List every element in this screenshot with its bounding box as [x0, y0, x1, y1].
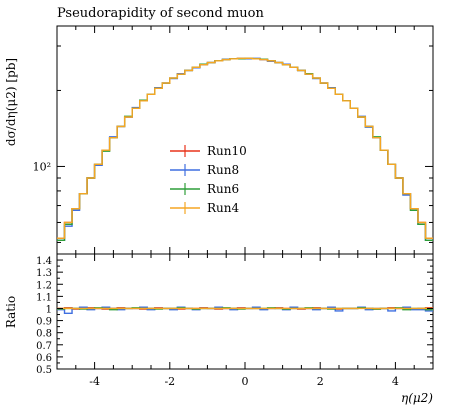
x-axis: -4 -2 0 2 4 — [56, 26, 434, 388]
legend-item-run4: Run4 — [170, 201, 239, 215]
ratio-y-tick-label: 0.7 — [36, 341, 52, 352]
ratio-plot-frame — [56, 253, 434, 370]
legend-label: Run6 — [207, 182, 239, 196]
x-tick-label: 4 — [392, 375, 399, 388]
legend-item-run8: Run8 — [170, 163, 239, 177]
x-tick-label: 0 — [242, 375, 249, 388]
x-tick-label: 2 — [317, 375, 324, 388]
x-tick-label: -2 — [164, 375, 175, 388]
legend-item-run10: Run10 — [170, 144, 247, 158]
legend-label: Run4 — [207, 201, 239, 215]
ratio-y-tick-label: 1.4 — [36, 256, 52, 267]
ratio-y-tick-label: 1.2 — [36, 280, 52, 291]
ratio-y-tick-label: 1 — [46, 304, 52, 315]
legend-item-run6: Run6 — [170, 182, 239, 196]
series-line-run4 — [57, 57, 433, 239]
legend: Run10 Run8 Run6 Run4 — [170, 144, 247, 215]
main-plot-frame — [56, 25, 434, 255]
ratio-plot-area — [57, 306, 433, 315]
main-plot-area — [57, 57, 433, 241]
chart-title: Pseudorapidity of second muon — [57, 6, 265, 21]
ratio-y-tick-label: 0.8 — [36, 329, 52, 340]
y-tick-label: 10² — [33, 160, 51, 173]
x-axis-label: η(μ2) — [401, 391, 433, 405]
ratio-y-tick-label: 0.5 — [36, 365, 52, 376]
legend-label: Run10 — [207, 144, 247, 158]
y-axis-label: dσ/dη(μ2) [pb] — [4, 58, 18, 146]
ratio-axis-label: Ratio — [4, 296, 18, 328]
legend-label: Run8 — [207, 163, 239, 177]
x-tick-label: -4 — [89, 375, 100, 388]
ratio-y-tick-label: 0.6 — [36, 353, 52, 364]
ratio-y-tick-label: 1.3 — [36, 268, 52, 279]
ratio-y-tick-label: 0.9 — [36, 317, 52, 328]
y-axis: 10² 0.50.60.70.80.9 11.11.21.31.4 — [33, 45, 433, 376]
ratio-y-tick-label: 1.1 — [36, 292, 52, 303]
